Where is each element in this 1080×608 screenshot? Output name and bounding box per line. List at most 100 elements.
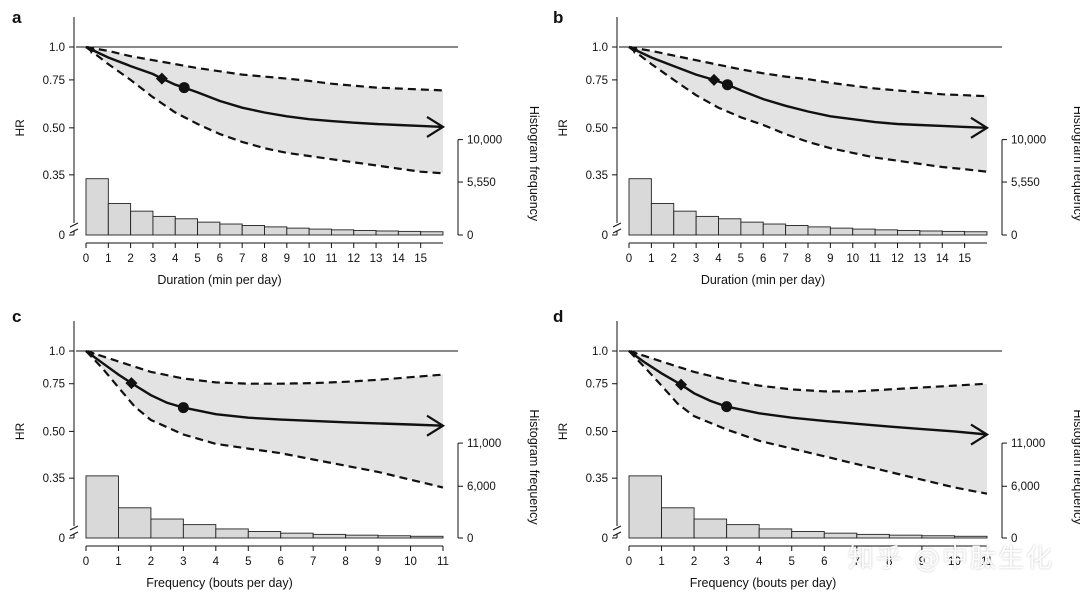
circle-marker bbox=[722, 79, 733, 90]
hist-tick-label: 10,000 bbox=[467, 135, 502, 147]
x-tick-label: 3 bbox=[723, 556, 729, 568]
hr-tick-label: 1.0 bbox=[592, 346, 608, 358]
hist-tick-label: 5,550 bbox=[1011, 177, 1040, 189]
histogram-bar bbox=[242, 225, 264, 235]
y-axis-label: HR bbox=[13, 119, 27, 137]
x-tick-label: 7 bbox=[239, 253, 245, 265]
x-tick-label: 15 bbox=[958, 253, 971, 265]
x-tick-label: 6 bbox=[278, 556, 284, 568]
histogram-bar bbox=[108, 204, 130, 235]
histogram-bar bbox=[898, 231, 920, 235]
hr-tick-label: 0.35 bbox=[43, 170, 65, 182]
y-axis-label: HR bbox=[13, 422, 27, 440]
x-axis-label: Frequency (bouts per day) bbox=[690, 576, 837, 590]
panel-letter: c bbox=[12, 307, 21, 326]
axis-break bbox=[613, 526, 621, 536]
x-tick-label: 2 bbox=[671, 253, 677, 265]
watermark-text: 知乎 @中肽生化 bbox=[848, 538, 1054, 575]
hr-tick-label: 1.0 bbox=[49, 42, 65, 54]
hr-tick-label: 0 bbox=[59, 533, 65, 545]
x-tick-label: 7 bbox=[310, 556, 316, 568]
axis-break bbox=[70, 526, 78, 536]
hr-tick-label: 1.0 bbox=[592, 42, 608, 54]
x-tick-label: 8 bbox=[805, 253, 811, 265]
histogram-bar bbox=[651, 204, 673, 235]
x-tick-label: 10 bbox=[846, 253, 859, 265]
histogram-bar bbox=[759, 529, 792, 538]
hr-tick-label: 0.75 bbox=[586, 75, 608, 87]
x-tick-label: 9 bbox=[375, 556, 381, 568]
hr-tick-label: 0.35 bbox=[586, 473, 608, 485]
x-tick-label: 3 bbox=[693, 253, 699, 265]
right-axis-label: Histogram frequency bbox=[1071, 106, 1080, 222]
x-axis-label: Duration (min per day) bbox=[157, 273, 281, 287]
x-tick-label: 5 bbox=[194, 253, 200, 265]
x-tick-label: 2 bbox=[691, 556, 697, 568]
x-tick-label: 1 bbox=[115, 556, 121, 568]
histogram-bar bbox=[175, 219, 197, 235]
x-tick-label: 8 bbox=[261, 253, 267, 265]
x-tick-label: 1 bbox=[648, 253, 654, 265]
histogram-bar bbox=[808, 227, 830, 235]
x-tick-label: 6 bbox=[760, 253, 766, 265]
x-tick-label: 0 bbox=[626, 253, 632, 265]
hist-tick-label: 10,000 bbox=[1011, 135, 1046, 147]
x-tick-label: 6 bbox=[821, 556, 827, 568]
x-tick-label: 13 bbox=[913, 253, 926, 265]
hist-tick-label: 0 bbox=[1011, 230, 1017, 242]
histogram-bar bbox=[153, 216, 175, 235]
x-tick-label: 1 bbox=[105, 253, 111, 265]
hr-tick-label: 0.50 bbox=[43, 123, 65, 135]
hr-tick-label: 0.75 bbox=[586, 379, 608, 391]
x-tick-label: 4 bbox=[756, 556, 763, 568]
hr-tick-label: 0 bbox=[602, 533, 608, 545]
hr-tick-label: 0.35 bbox=[43, 473, 65, 485]
histogram-bar bbox=[376, 231, 398, 235]
x-tick-label: 7 bbox=[782, 253, 788, 265]
hist-tick-label: 0 bbox=[467, 533, 473, 545]
x-tick-label: 1 bbox=[658, 556, 664, 568]
histogram-bar bbox=[965, 232, 987, 235]
histogram-bar bbox=[727, 525, 760, 538]
histogram-bar bbox=[763, 224, 785, 235]
hist-tick-label: 5,550 bbox=[467, 177, 496, 189]
histogram-bar bbox=[662, 508, 695, 538]
x-axis-label: Duration (min per day) bbox=[701, 273, 825, 287]
x-tick-label: 13 bbox=[370, 253, 383, 265]
axis-break bbox=[613, 223, 621, 233]
hr-tick-label: 0.75 bbox=[43, 379, 65, 391]
x-tick-label: 3 bbox=[150, 253, 156, 265]
histogram-bar bbox=[309, 229, 331, 235]
histogram-bar bbox=[674, 211, 696, 235]
hist-tick-label: 0 bbox=[467, 230, 473, 242]
hr-tick-label: 1.0 bbox=[49, 346, 65, 358]
axis-break bbox=[70, 223, 78, 233]
histogram-bar bbox=[354, 231, 376, 235]
histogram-bar bbox=[118, 508, 150, 538]
hist-tick-label: 11,000 bbox=[467, 438, 501, 450]
histogram-bar bbox=[281, 533, 313, 538]
histogram-bar bbox=[694, 519, 727, 538]
histogram-bar bbox=[786, 225, 808, 235]
x-tick-label: 5 bbox=[245, 556, 251, 568]
hist-tick-label: 6,000 bbox=[467, 481, 496, 493]
histogram-bar bbox=[411, 536, 443, 538]
histogram-bar bbox=[398, 231, 420, 235]
histogram-bar bbox=[853, 229, 875, 235]
x-tick-label: 14 bbox=[936, 253, 949, 265]
hr-tick-label: 0 bbox=[59, 230, 65, 242]
y-axis-label: HR bbox=[556, 422, 570, 440]
confidence-band bbox=[629, 351, 987, 494]
histogram-bar bbox=[942, 231, 964, 235]
x-tick-label: 4 bbox=[715, 253, 722, 265]
confidence-band bbox=[629, 47, 987, 172]
hr-tick-label: 0.75 bbox=[43, 75, 65, 87]
panel-letter: d bbox=[553, 307, 563, 326]
circle-marker bbox=[179, 82, 190, 93]
histogram-bar bbox=[378, 536, 410, 538]
hr-tick-label: 0 bbox=[602, 230, 608, 242]
